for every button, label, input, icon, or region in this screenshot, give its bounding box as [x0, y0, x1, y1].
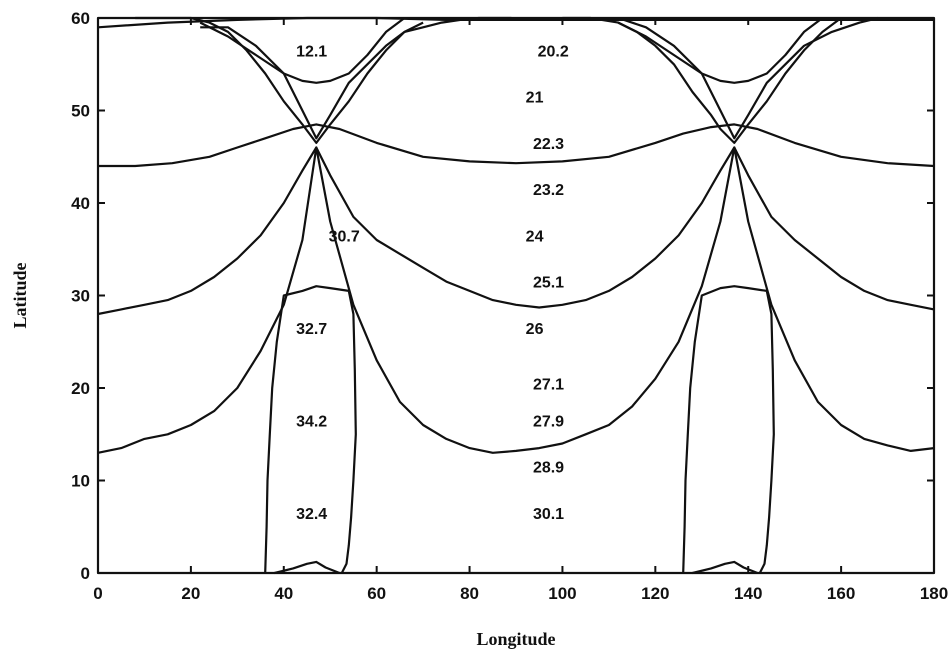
- contour-value-label: 34.2: [296, 413, 327, 430]
- y-tick-label: 30: [71, 287, 90, 306]
- contour-line-14: [692, 560, 758, 575]
- contour-value-label: 20.2: [538, 43, 569, 60]
- contour-line-11: [682, 285, 775, 574]
- contour-value-labels: 12.1 20.2 21 22.3 23.2 30.7 24 25.1 32.7 26 27.1 34…: [296, 43, 569, 523]
- x-axis-ticks: 0 20 40 60 80 100 120 140 160 180: [93, 18, 948, 603]
- contour-value-label: 27.9: [533, 413, 564, 430]
- contour-value-label: 28.9: [533, 460, 564, 477]
- x-tick-label: 140: [734, 584, 762, 603]
- contour-value-label: 25.1: [533, 275, 564, 292]
- contour-value-label: 21: [526, 90, 544, 107]
- contour-line-2: [97, 146, 935, 316]
- x-tick-label: 0: [93, 584, 102, 603]
- contour-line-9: [562, 16, 842, 144]
- y-tick-label: 60: [71, 9, 90, 28]
- contour-line-5: [199, 17, 406, 84]
- x-tick-label: 20: [181, 584, 200, 603]
- contour-lines: [97, 16, 935, 575]
- y-tick-label: 50: [71, 102, 90, 121]
- contour-value-label: 12.1: [296, 43, 327, 60]
- contour-value-label: 32.4: [296, 506, 327, 523]
- y-tick-label: 20: [71, 379, 90, 398]
- contour-value-label: 24: [526, 228, 544, 245]
- y-tick-label: 40: [71, 194, 90, 213]
- plot-frame: [96, 16, 936, 575]
- contour-line-13: [274, 560, 340, 575]
- contour-line-7: [617, 16, 879, 140]
- x-tick-label: 80: [460, 584, 479, 603]
- contour-line-8: [617, 17, 824, 84]
- contour-value-label: 30.1: [533, 506, 564, 523]
- x-tick-label: 180: [920, 584, 948, 603]
- contour-value-label: 23.2: [533, 182, 564, 199]
- contour-value-label: 22.3: [533, 136, 564, 153]
- contour-line-3: [97, 146, 935, 454]
- y-tick-label: 0: [81, 564, 90, 583]
- x-tick-label: 60: [367, 584, 386, 603]
- x-tick-label: 160: [827, 584, 855, 603]
- x-tick-label: 120: [641, 584, 669, 603]
- x-tick-label: 40: [274, 584, 293, 603]
- contour-value-label: 32.7: [296, 321, 327, 338]
- contour-line-10: [264, 285, 357, 574]
- contour-value-label: 27.1: [533, 376, 564, 393]
- x-axis-label: Longitude: [476, 629, 555, 649]
- y-axis-label: Latitude: [10, 262, 30, 328]
- contour-line-12: [97, 16, 934, 29]
- y-axis-ticks: 0 10 20 30 40 50 60: [71, 9, 934, 583]
- contour-value-label: 30.7: [329, 228, 360, 245]
- contour-line-4: [200, 16, 512, 140]
- contour-value-label: 26: [526, 321, 544, 338]
- contour-line-6: [135, 16, 424, 144]
- y-tick-label: 10: [71, 472, 90, 491]
- x-tick-label: 100: [548, 584, 576, 603]
- contour-line-1: [98, 123, 935, 168]
